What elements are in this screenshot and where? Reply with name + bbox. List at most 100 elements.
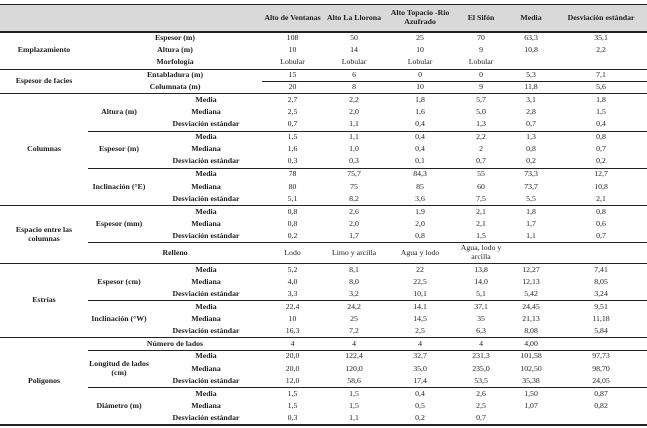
- statistic-label: Mediana: [191, 314, 221, 324]
- value-cell: 22,5: [413, 276, 427, 286]
- table-row: Polígonos Número de lados 4 4 4 4 4,00: [0, 337, 647, 425]
- value-cell: 4: [323, 337, 386, 351]
- value-cell: 2,1: [596, 193, 606, 203]
- value-cell: 10: [385, 81, 456, 94]
- value-cell: 1,5: [287, 400, 298, 410]
- value-cell: Lobular: [468, 57, 494, 67]
- table-row: Mediana 80 75 85 60 73,7 10,8: [0, 181, 647, 193]
- table-row: Espacio entre las columnas Espesor (mm) Me…: [0, 204, 647, 264]
- value-cell: [555, 57, 647, 69]
- value-cell: 0,7: [526, 119, 536, 129]
- value-cell: 122,4: [323, 349, 386, 363]
- value-cell: 1,6: [287, 144, 298, 154]
- table-row: Desviación estándar 3,3 3,2 10,1 5,1 5,42 3,24: [0, 288, 647, 300]
- value-cell: 0,4: [385, 387, 456, 400]
- value-cell: 84,3: [385, 167, 456, 181]
- value-cell: 1,5: [262, 130, 324, 144]
- value-cell: 3,1: [507, 93, 556, 107]
- value-cell: 235,0: [472, 363, 490, 373]
- value-cell: 0,8: [415, 230, 425, 240]
- value-cell: 3,24: [594, 289, 608, 298]
- value-cell: 60: [477, 181, 485, 191]
- value-cell: 5,1: [287, 193, 298, 203]
- table-container: Alto de Ventanas Alto La Llorona Alto To…: [0, 4, 647, 426]
- table-row: Columnas Altura (m) Media 2,7 2,2 1,8 5,7 3,1 1,…: [0, 93, 647, 206]
- table-row: Estrías Espesor (cm) Media 5,2 8,1 22 13,8 12,2…: [0, 263, 647, 338]
- value-cell: 1,9: [385, 204, 456, 218]
- table-row: Desviación estándar 0,3 0,3 0,1 0,7 0,2 0,2: [0, 156, 647, 168]
- value-cell: [555, 242, 647, 264]
- value-cell: 1,5: [476, 230, 486, 240]
- value-cell: 24,05: [592, 375, 610, 385]
- statistic-label: Mediana: [191, 181, 221, 191]
- value-cell: 80: [288, 181, 297, 191]
- value-cell: Agua, lodo y arcilla: [455, 242, 508, 264]
- value-cell: [555, 412, 647, 424]
- statistic-label: Desviación estándar: [172, 375, 240, 385]
- value-cell: 10,1: [413, 289, 427, 298]
- value-cell: 78: [262, 167, 324, 181]
- value-cell: 1,1: [349, 412, 359, 422]
- value-cell: 1,5: [349, 400, 359, 410]
- table-row: Mediana 2,5 2,0 1,6 5,0 2,8 1,5: [0, 106, 647, 118]
- value-cell: 0,8: [287, 218, 298, 228]
- value-cell: 12,0: [285, 375, 300, 385]
- value-cell: 2,6: [455, 387, 508, 400]
- statistic-label: Mediana: [191, 144, 221, 154]
- value-cell: 0,87: [555, 387, 647, 400]
- value-cell: 1,8: [507, 204, 556, 218]
- value-cell: 2: [479, 144, 483, 154]
- value-cell: 2,7: [262, 93, 324, 107]
- parameter-label: Diámetro (m): [88, 387, 150, 425]
- value-cell: Lobular: [407, 57, 433, 67]
- value-cell: Lodo: [262, 242, 324, 264]
- statistic-label: Desviación estándar: [172, 156, 240, 166]
- value-cell: 0,2: [415, 412, 425, 422]
- table-row: Mediana 10 25 14,5 35 21,13 11,18: [0, 313, 647, 325]
- table-row: Desviación estándar 0,3 1,1 0,2 0,7: [0, 412, 647, 424]
- value-cell: 2,2: [455, 130, 508, 144]
- value-cell: 8,1: [323, 263, 386, 277]
- value-cell: 14: [350, 45, 358, 55]
- value-cell: 0,4: [385, 130, 456, 144]
- value-cell: [507, 242, 556, 264]
- statistic-label: Desviación estándar: [172, 193, 240, 203]
- value-cell: 4,0: [287, 276, 298, 286]
- table-row: Desviación estándar 12,0 58,6 17,4 53,5 35,38…: [0, 375, 647, 387]
- value-cell: 25: [350, 314, 358, 324]
- parameter-label: Espesor (mm): [88, 204, 150, 243]
- statistic-label: Mediana: [191, 400, 221, 410]
- parameter-label: Espesor (m): [155, 33, 195, 43]
- value-cell: 0,7: [476, 156, 486, 166]
- value-cell: 35,1: [594, 33, 608, 43]
- parameter-label: Espesor (cm): [88, 263, 150, 301]
- value-cell: 0,8: [526, 144, 536, 154]
- table-row: Morfología Lobular Lobular Lobular Lobular: [0, 57, 647, 69]
- value-cell: 5,7: [455, 93, 508, 107]
- value-cell: 11,8: [507, 81, 556, 94]
- value-cell: 13,8: [455, 263, 508, 277]
- parameter-label: Espesor (m): [88, 130, 150, 169]
- value-cell: 4: [455, 337, 508, 351]
- section-label: Emplazamiento: [17, 45, 71, 55]
- section-label: Espacio entre las columnas: [0, 204, 88, 264]
- statistic-label: Media: [150, 300, 263, 314]
- value-cell: 50: [350, 33, 358, 43]
- value-cell: 1,7: [349, 230, 359, 240]
- value-cell: 8: [323, 81, 386, 94]
- value-cell: 108: [286, 33, 299, 43]
- value-cell: 10: [288, 314, 297, 324]
- value-cell: 2,2: [323, 93, 386, 107]
- table-row: Desviación estándar 0,7 1,1 0,4 1,3 0,7 0,4: [0, 119, 647, 131]
- value-cell: 4: [262, 337, 324, 351]
- value-cell: 58,6: [347, 375, 361, 385]
- value-cell: 2,1: [476, 218, 486, 228]
- table-row: Mediana 0,8 2,0 2,0 2,1 1,7 0,6: [0, 218, 647, 230]
- table-row: Emplazamiento Espesor (m) 108 50 25 70 63,3 35,…: [0, 32, 647, 54]
- value-cell: 35: [477, 314, 485, 324]
- value-cell: 7,1: [555, 68, 647, 82]
- table-row: Desviación estándar 5,1 8,2 3,6 7,5 5,5 2,1: [0, 193, 647, 205]
- value-cell: 37,1: [455, 300, 508, 314]
- value-cell: 75,7: [323, 167, 386, 181]
- value-cell: 17,4: [413, 375, 427, 385]
